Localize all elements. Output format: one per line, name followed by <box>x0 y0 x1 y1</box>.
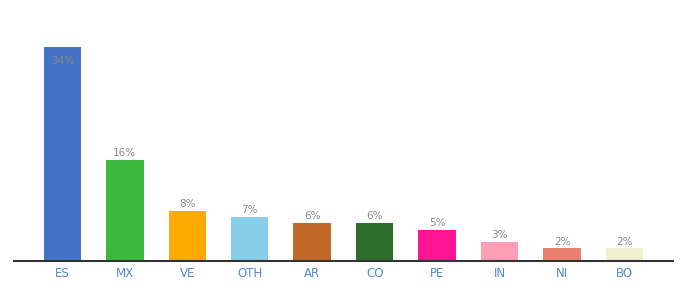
Text: 5%: 5% <box>429 218 445 228</box>
Bar <box>356 223 393 261</box>
Text: 2%: 2% <box>616 236 632 247</box>
Text: 8%: 8% <box>179 199 195 209</box>
Bar <box>418 230 456 261</box>
Bar <box>106 160 143 261</box>
Text: 16%: 16% <box>114 148 137 158</box>
Text: 34%: 34% <box>51 56 74 66</box>
Bar <box>481 242 518 261</box>
Bar <box>543 248 581 261</box>
Text: 3%: 3% <box>492 230 508 240</box>
Bar <box>169 211 206 261</box>
Text: 6%: 6% <box>304 211 320 221</box>
Text: 2%: 2% <box>554 236 571 247</box>
Bar <box>606 248 643 261</box>
Bar <box>44 47 81 261</box>
Text: 7%: 7% <box>241 205 258 215</box>
Text: 6%: 6% <box>367 211 383 221</box>
Bar <box>294 223 331 261</box>
Bar <box>231 217 269 261</box>
